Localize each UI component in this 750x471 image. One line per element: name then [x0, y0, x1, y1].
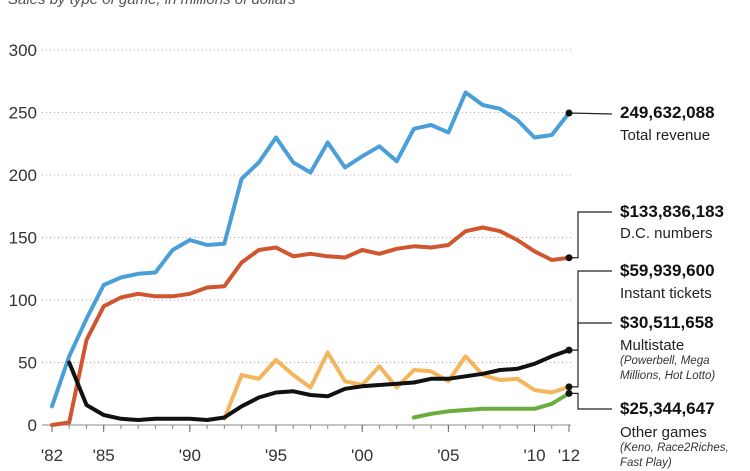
- series-line-multistate: [222, 350, 571, 421]
- multistate-note-line1: (Powerbell, Mega: [620, 355, 710, 367]
- y-tick-label: 300: [9, 41, 37, 60]
- other-games-note-line1: (Keno, Race2Riches,: [620, 442, 729, 454]
- series-line-other-games: [411, 391, 571, 420]
- dc-numbers-label: D.C. numbers: [620, 225, 713, 242]
- y-tick-label: 250: [9, 104, 37, 123]
- leader-line-dc-numbers: [569, 211, 612, 259]
- x-tick-label: '10: [523, 446, 545, 465]
- y-tick-label: 0: [28, 416, 37, 435]
- other-games-value: $25,344,647: [620, 399, 715, 418]
- x-tick-label: '82: [41, 446, 63, 465]
- x-axis: '82 '85 '90 '95 '00 '05 '10 '12: [41, 425, 580, 465]
- endpoint-dot-dc-numbers: [565, 254, 573, 262]
- dc-numbers-value: $133,836,183: [620, 202, 724, 221]
- multistate-note-line2: Millions, Hot Lotto): [620, 370, 716, 382]
- leader-line-total: [568, 112, 613, 115]
- endpoint-dot-multistate: [565, 383, 573, 391]
- y-axis-ticks: 0 50 100 150 200 250 300: [9, 41, 37, 435]
- instant-tickets-value: $59,939,600: [620, 261, 715, 280]
- series-line-total: [50, 90, 571, 409]
- x-tick-label: '05: [437, 446, 459, 465]
- leader-line-other-games: [569, 392, 612, 410]
- series-line-dc-numbers: [50, 225, 571, 427]
- other-games-label: Other games: [620, 424, 707, 441]
- endpoint-dot-instant-tickets: [565, 346, 573, 354]
- multistate-value: $30,511,658: [620, 313, 714, 332]
- x-tick-label: '95: [265, 446, 287, 465]
- series-lines: [50, 90, 571, 427]
- y-tick-label: 200: [9, 166, 37, 185]
- multistate-label: Multistate: [620, 337, 685, 354]
- annotation-leaders: [565, 109, 613, 410]
- y-tick-label: 50: [18, 354, 37, 373]
- chart-subtitle: Sales by type of game, in millions of do…: [8, 0, 296, 8]
- endpoint-dot-total: [565, 109, 573, 117]
- total-revenue-value: 249,632,088: [620, 103, 715, 122]
- x-tick-label: '85: [93, 446, 115, 465]
- y-tick-label: 100: [9, 291, 37, 310]
- y-tick-label: 150: [9, 229, 37, 248]
- other-games-note-line2: Fast Play): [620, 457, 672, 469]
- instant-tickets-label: Instant tickets: [620, 285, 712, 302]
- series-line-instant-tickets: [67, 348, 571, 422]
- endpoint-dot-other-games: [565, 389, 573, 397]
- leader-line-multistate: [569, 322, 612, 388]
- x-tick-label: '90: [179, 446, 201, 465]
- x-tick-label: '00: [351, 446, 373, 465]
- total-revenue-label: Total revenue: [620, 127, 711, 144]
- x-tick-label: '12: [558, 446, 580, 465]
- leader-line-instant-tickets: [569, 270, 612, 351]
